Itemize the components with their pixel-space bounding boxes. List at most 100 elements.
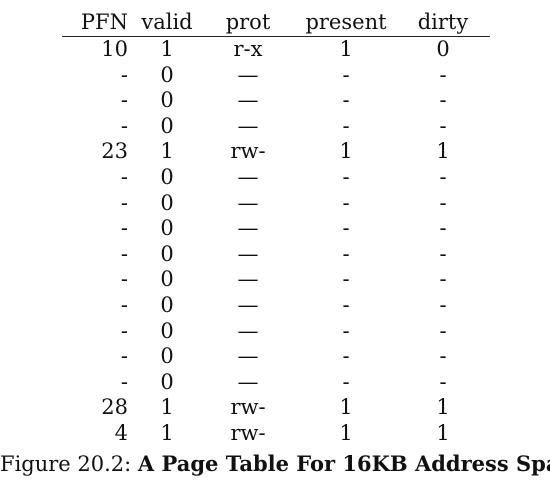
cell-pfn: 23 bbox=[101, 139, 128, 164]
cell-prot: — bbox=[237, 241, 259, 266]
cell-dirty: - bbox=[439, 267, 447, 292]
header-dirty: dirty bbox=[396, 8, 490, 37]
cell-prot: rw- bbox=[230, 420, 266, 445]
table-row: - 0 — - - bbox=[62, 63, 490, 89]
cell-dirty: - bbox=[439, 113, 447, 138]
table-row: 23 1 rw- 1 1 bbox=[62, 139, 490, 165]
cell-present: - bbox=[342, 241, 350, 266]
cell-dirty: - bbox=[439, 88, 447, 113]
cell-valid: 0 bbox=[160, 292, 174, 317]
cell-pfn: - bbox=[120, 62, 128, 87]
table-row: - 0 — - - bbox=[62, 293, 490, 319]
cell-present: - bbox=[342, 344, 350, 369]
cell-prot: rw- bbox=[230, 395, 266, 420]
cell-prot: — bbox=[237, 216, 259, 241]
cell-valid: 0 bbox=[160, 344, 174, 369]
cell-valid: 0 bbox=[160, 318, 174, 343]
cell-pfn: - bbox=[120, 164, 128, 189]
cell-pfn: - bbox=[120, 241, 128, 266]
cell-valid: 0 bbox=[160, 113, 174, 138]
cell-pfn: - bbox=[120, 267, 128, 292]
cell-prot: — bbox=[237, 267, 259, 292]
cell-dirty: - bbox=[439, 241, 447, 266]
cell-valid: 1 bbox=[160, 139, 174, 164]
table-row: - 0 — - - bbox=[62, 114, 490, 140]
table-body: 10 1 r-x 1 0-0— - - -0— - - -0— - -23 1 rw- 1 1-0— - - -0— -… bbox=[62, 37, 490, 447]
cell-present: - bbox=[342, 369, 350, 394]
table-row: - 0 — - - bbox=[62, 88, 490, 114]
cell-prot: — bbox=[237, 369, 259, 394]
table-row: 28 1 rw- 1 1 bbox=[62, 395, 490, 421]
cell-pfn: 4 bbox=[114, 420, 128, 445]
table-row: - 0 — - - bbox=[62, 370, 490, 396]
table-row: - 0 — - - bbox=[62, 216, 490, 242]
table-row: - 0 — - - bbox=[62, 165, 490, 191]
table-row: 10 1 r-x 1 0 bbox=[62, 37, 490, 63]
cell-valid: 1 bbox=[160, 37, 174, 61]
table-row: - 0 — - - bbox=[62, 319, 490, 345]
cell-pfn: 28 bbox=[101, 395, 128, 420]
cell-prot: — bbox=[237, 113, 259, 138]
cell-prot: — bbox=[237, 62, 259, 87]
table-row: - 0 — - - bbox=[62, 344, 490, 370]
cell-present: - bbox=[342, 292, 350, 317]
cell-pfn: - bbox=[120, 369, 128, 394]
table-row: 4 1 rw- 1 1 bbox=[62, 421, 490, 447]
cell-valid: 0 bbox=[160, 369, 174, 394]
cell-dirty: - bbox=[439, 190, 447, 215]
header-valid: valid bbox=[134, 8, 200, 37]
cell-pfn: - bbox=[120, 344, 128, 369]
cell-prot: r-x bbox=[233, 37, 263, 61]
cell-valid: 0 bbox=[160, 267, 174, 292]
cell-pfn: - bbox=[120, 113, 128, 138]
cell-valid: 0 bbox=[160, 62, 174, 87]
cell-present: - bbox=[342, 318, 350, 343]
caption-title: A Page Table For 16KB Address Space bbox=[137, 451, 550, 476]
cell-pfn: - bbox=[120, 318, 128, 343]
cell-pfn: - bbox=[120, 190, 128, 215]
cell-prot: — bbox=[237, 190, 259, 215]
cell-prot: — bbox=[237, 164, 259, 189]
cell-present: 1 bbox=[339, 37, 353, 61]
cell-pfn: - bbox=[120, 292, 128, 317]
cell-dirty: 1 bbox=[436, 420, 450, 445]
cell-pfn: - bbox=[120, 88, 128, 113]
page-table: PFN valid prot present dirty 10 1 r-x 1 0-0—… bbox=[62, 8, 490, 447]
cell-present: - bbox=[342, 113, 350, 138]
cell-dirty: 0 bbox=[436, 37, 450, 61]
cell-valid: 0 bbox=[160, 216, 174, 241]
table-row: - 0 — - - bbox=[62, 191, 490, 217]
cell-prot: rw- bbox=[230, 139, 266, 164]
cell-dirty: 1 bbox=[436, 139, 450, 164]
cell-prot: — bbox=[237, 344, 259, 369]
cell-dirty: 1 bbox=[436, 395, 450, 420]
table-row: - 0 — - - bbox=[62, 267, 490, 293]
cell-valid: 0 bbox=[160, 88, 174, 113]
cell-present: 1 bbox=[339, 420, 353, 445]
cell-valid: 0 bbox=[160, 241, 174, 266]
cell-pfn: 10 bbox=[101, 37, 128, 61]
cell-dirty: - bbox=[439, 344, 447, 369]
cell-present: 1 bbox=[339, 395, 353, 420]
cell-valid: 1 bbox=[160, 395, 174, 420]
caption-label: Figure 20.2: bbox=[0, 452, 132, 476]
header-pfn: PFN bbox=[62, 8, 134, 37]
cell-dirty: - bbox=[439, 216, 447, 241]
cell-dirty: - bbox=[439, 164, 447, 189]
cell-dirty: - bbox=[439, 318, 447, 343]
cell-prot: — bbox=[237, 88, 259, 113]
cell-present: - bbox=[342, 62, 350, 87]
cell-dirty: - bbox=[439, 62, 447, 87]
cell-dirty: - bbox=[439, 292, 447, 317]
cell-prot: — bbox=[237, 292, 259, 317]
cell-present: - bbox=[342, 88, 350, 113]
cell-present: - bbox=[342, 190, 350, 215]
cell-present: - bbox=[342, 216, 350, 241]
cell-present: - bbox=[342, 267, 350, 292]
figure-caption: Figure 20.2: A Page Table For 16KB Addre… bbox=[0, 451, 550, 476]
cell-dirty: - bbox=[439, 369, 447, 394]
cell-valid: 1 bbox=[160, 420, 174, 445]
cell-valid: 0 bbox=[160, 164, 174, 189]
cell-present: - bbox=[342, 164, 350, 189]
